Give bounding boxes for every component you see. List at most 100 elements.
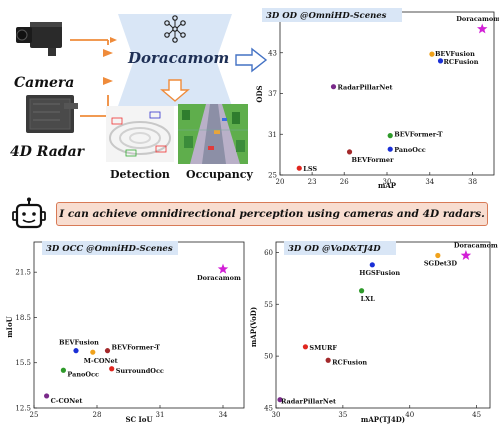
data-point <box>387 146 393 152</box>
chart-omnihd-3dod: 2023263034382531374349mAPODS3D OD @OmniH… <box>255 8 499 190</box>
chart-omnihd-occ: 25 28 31 34 12.5 15.5 18.5 21.5 SC IoU mIoU 3D OCC… <box>5 241 245 424</box>
y-axis-label: mAP(VoD) <box>250 307 258 347</box>
detection-label: Detection <box>110 168 170 181</box>
data-point <box>44 393 50 399</box>
occupancy-label: Occupancy <box>186 168 253 181</box>
y-tick-label: 45 <box>264 405 273 413</box>
y-tick-label: 55 <box>264 301 273 309</box>
data-point <box>435 252 441 259</box>
x-tick-label: 35 <box>338 411 347 419</box>
y-tick-label: 37 <box>268 90 277 98</box>
x-axis-label: mAP(TJ4D) <box>361 415 405 424</box>
pipeline-diagram: Doracamom Camera 4D Radar Detection Occu… <box>0 0 270 190</box>
point-label: BEVFusion <box>435 50 475 58</box>
banner-box: I can achieve omnidirectional perception… <box>56 202 488 226</box>
data-point-star <box>460 249 472 260</box>
point-label: LSS <box>303 165 317 173</box>
point-label: C-CONet <box>51 397 83 405</box>
output-arrow <box>160 79 190 102</box>
data-point <box>73 348 79 354</box>
x-tick-label: 45 <box>472 411 481 419</box>
point-label: LXL <box>361 295 376 303</box>
chart-title-box <box>262 8 402 22</box>
point-label: SurroundOcc <box>116 367 164 375</box>
point-label: PanoOcc <box>67 370 99 378</box>
data-point <box>109 366 115 372</box>
chart-title: 3D OD @OmniHD-Scenes <box>266 11 387 21</box>
point-label: BEVFormer <box>352 156 395 164</box>
data-point-star <box>477 23 488 34</box>
x-axis-label: SC IoU <box>125 415 152 424</box>
chart-title: 3D OCC @OmniHD-Scenes <box>46 244 173 254</box>
point-label: BEVFormer-T <box>112 344 161 352</box>
model-title: Doracamom <box>128 49 230 67</box>
x-tick-label: 34 <box>219 411 228 419</box>
data-point <box>429 51 435 57</box>
y-tick-label: 18.5 <box>15 314 31 322</box>
x-tick-label: 31 <box>156 411 165 419</box>
x-tick-label: 25 <box>30 411 39 419</box>
occupancy-image <box>178 104 248 164</box>
chart-title-box <box>42 241 178 255</box>
point-label: SGDet3D <box>424 259 458 267</box>
y-tick-label: 12.5 <box>15 405 31 413</box>
data-point <box>359 288 365 294</box>
y-axis-label: ODS <box>255 85 264 102</box>
data-point <box>104 348 111 354</box>
chart-vod-tj4d: 30 35 40 45 45 50 55 60 mAP(TJ4D) mAP(VoD) 3D OD @… <box>250 241 498 424</box>
robot-icon <box>10 197 48 231</box>
data-point-star <box>217 263 229 274</box>
data-point <box>277 397 283 403</box>
point-label: RadarPillarNet <box>338 84 393 92</box>
y-tick-label: 43 <box>268 49 277 57</box>
y-tick-label: 21.5 <box>15 269 31 277</box>
point-label: RadarPillarNet <box>281 398 336 406</box>
data-point <box>90 349 96 355</box>
data-point <box>346 149 353 155</box>
banner-text: I can achieve omnidirectional perception… <box>59 208 485 220</box>
x-tick-label: 30 <box>272 411 281 419</box>
y-tick-label: 31 <box>268 131 277 139</box>
x-axis-label: mAP <box>378 181 397 190</box>
point-label: HGSFusion <box>359 269 400 277</box>
chart-title: 3D OD @VoD&TJ4D <box>288 244 381 254</box>
radar-icon <box>26 95 78 133</box>
point-label: Doracamom <box>456 15 499 23</box>
data-point <box>387 133 393 139</box>
camera-label: Camera <box>14 75 75 91</box>
x-tick-label: 30 <box>383 178 392 186</box>
x-tick-label: 34 <box>425 178 434 186</box>
data-point <box>369 262 375 268</box>
y-tick-label: 25 <box>268 172 277 180</box>
data-point <box>330 84 337 90</box>
x-tick-label: 23 <box>308 178 317 186</box>
right-arrow <box>235 47 268 73</box>
point-label: BEVFormer-T <box>394 131 443 139</box>
plot-frame <box>279 11 495 176</box>
pipeline-svg <box>16 14 268 164</box>
x-tick-label: 26 <box>340 178 349 186</box>
radar-label: 4D Radar <box>10 144 85 160</box>
point-label: M-CONet <box>84 357 118 365</box>
x-tick-label: 40 <box>405 411 414 419</box>
point-label: RCFusion <box>444 58 479 66</box>
point-label: Doracamom <box>454 241 498 249</box>
data-point <box>60 367 66 373</box>
point-label: PanoOcc <box>394 146 426 154</box>
model-funnel <box>118 14 232 106</box>
x-tick-label: 28 <box>93 411 102 419</box>
y-tick-label: 50 <box>264 353 273 361</box>
point-label: RCFusion <box>332 358 367 366</box>
network-icon <box>164 15 186 43</box>
x-tick-label: 20 <box>276 178 285 186</box>
plot-frame <box>275 241 491 409</box>
plot-frame <box>33 241 245 409</box>
y-tick-label: 15.5 <box>15 359 31 367</box>
y-axis-label: mIoU <box>5 316 14 337</box>
data-point <box>302 344 309 350</box>
data-point <box>296 165 302 171</box>
point-label: BEVFusion <box>59 339 99 347</box>
data-point <box>437 58 444 64</box>
data-point <box>325 357 331 363</box>
camera-icon <box>16 22 62 56</box>
